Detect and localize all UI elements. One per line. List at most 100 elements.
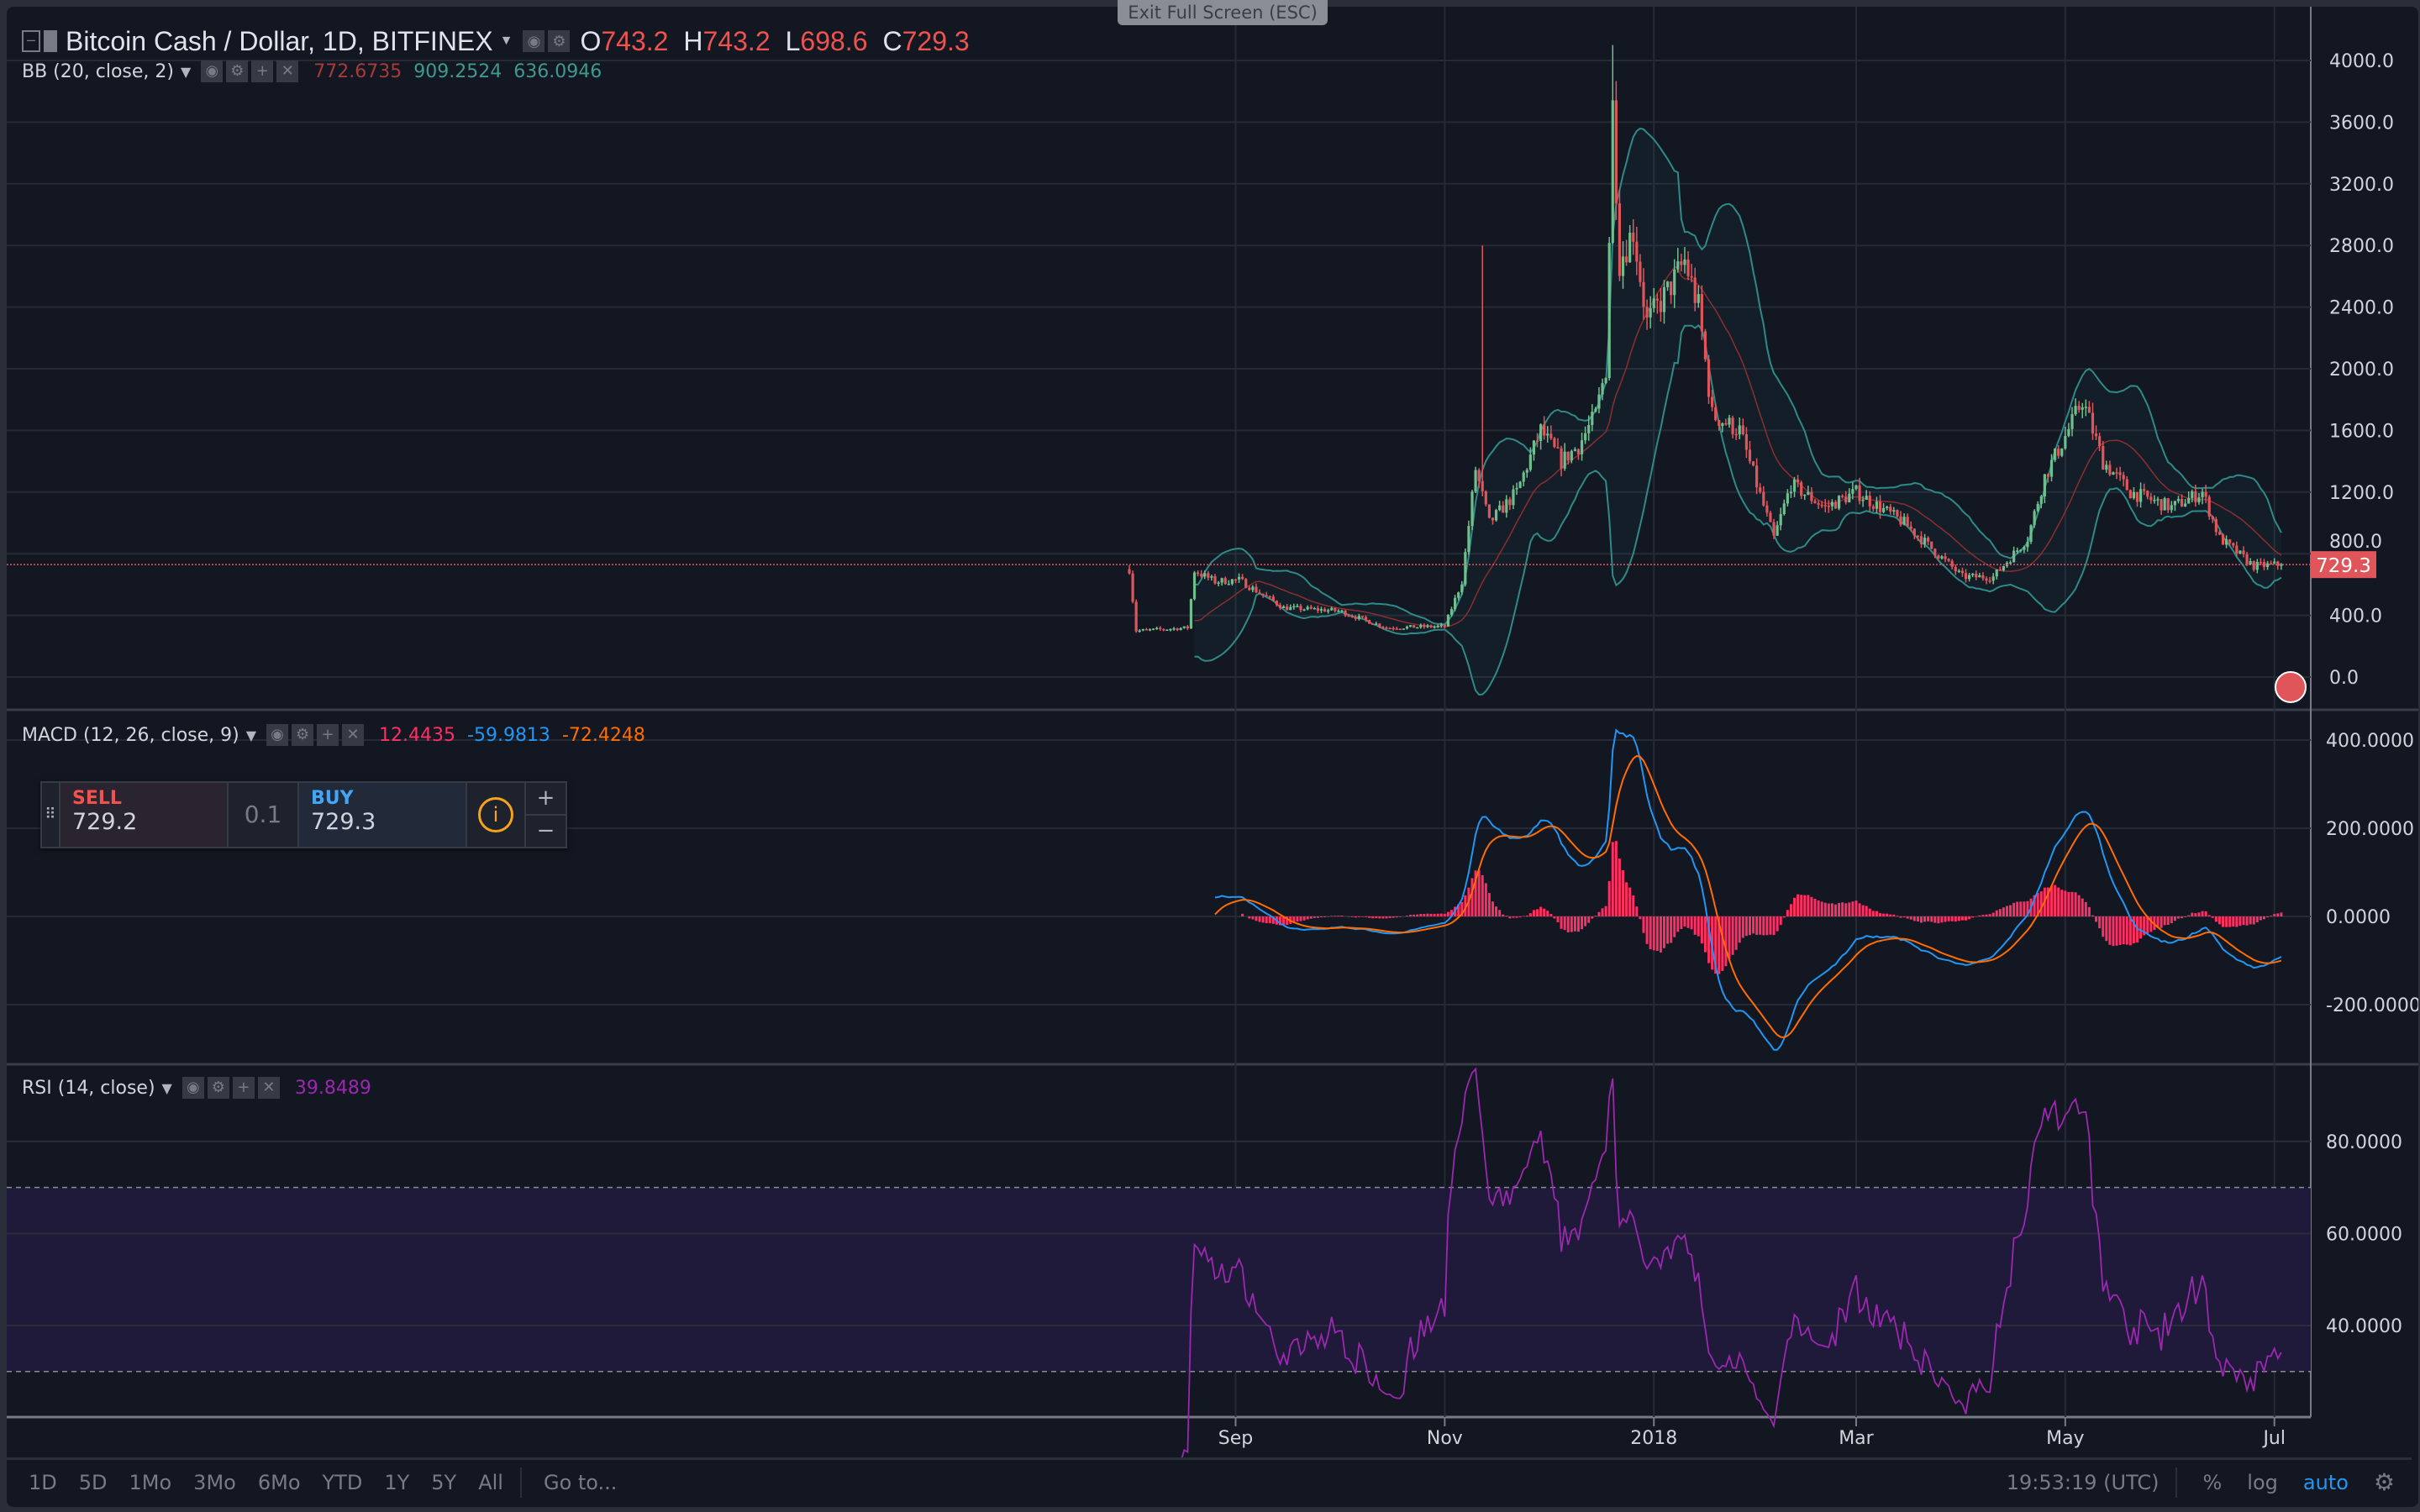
eye-icon[interactable]: ◉ — [266, 724, 289, 746]
macd-hist-bar — [1995, 910, 1998, 916]
candle — [2232, 543, 2235, 546]
macd-hist-bar — [1436, 913, 1439, 916]
chevron-down-icon[interactable]: ▼ — [180, 63, 192, 80]
macd-hist-bar — [2170, 916, 2173, 924]
candle — [1230, 579, 1234, 585]
macd-hist-bar — [1734, 916, 1738, 950]
goto-button[interactable]: Go to... — [543, 1470, 618, 1494]
rsi-legend: RSI (14, close) ▼ ◉ ⚙ + ✕ 39.8489 — [22, 1077, 371, 1099]
candle — [2242, 550, 2245, 554]
eye-icon[interactable]: ◉ — [182, 1077, 204, 1099]
gear-icon[interactable]: ⚙ — [226, 60, 249, 82]
chevron-down-icon[interactable]: ▼ — [161, 1079, 172, 1096]
plus-icon[interactable]: + — [232, 1077, 255, 1099]
decrease-quantity-button[interactable]: − — [536, 818, 555, 843]
candle — [1474, 470, 1477, 492]
info-button[interactable]: i — [467, 783, 526, 847]
close-icon[interactable]: ✕ — [276, 60, 299, 82]
eye-icon[interactable]: ◉ — [523, 30, 545, 52]
macd-hist-bar — [1563, 916, 1566, 931]
gear-icon[interactable]: ⚙ — [207, 1077, 229, 1099]
macd-hist-bar — [1515, 916, 1518, 918]
candle — [1968, 575, 1971, 580]
macd-hist-bar — [1844, 903, 1848, 916]
macd-label[interactable]: MACD (12, 26, close, 9) — [22, 724, 239, 746]
buy-price: 729.3 — [311, 809, 376, 835]
timeframe-all[interactable]: All — [478, 1470, 503, 1494]
close-icon[interactable]: ✕ — [257, 1077, 280, 1099]
candle — [1563, 451, 1566, 469]
macd-hist-bar — [1909, 916, 1912, 920]
candle — [1169, 628, 1172, 631]
macd-hist-bar — [2217, 916, 2221, 925]
clock[interactable]: 19:53:19 (UTC) — [2006, 1470, 2160, 1494]
candle — [1792, 479, 1797, 492]
rsi-tick-label: 40.0000 — [2326, 1316, 2402, 1337]
rsi-band — [7, 1187, 2311, 1372]
candle — [2023, 547, 2026, 550]
macd-hist-bar — [2181, 916, 2184, 919]
gear-icon[interactable]: ⚙ — [2373, 1468, 2395, 1496]
macd-hist-bar — [1597, 911, 1601, 916]
timeframe-1mo[interactable]: 1Mo — [129, 1470, 172, 1494]
candle — [1323, 609, 1327, 612]
timeframe-1d[interactable]: 1D — [29, 1470, 57, 1494]
chart-canvas[interactable]: Sep Nov 2018 Mar May Jul 0.0 400.0 800.0 1200.0 16… — [7, 7, 2418, 1460]
macd-hist-bar — [2262, 916, 2265, 920]
macd-hist-bar — [2273, 914, 2276, 916]
candle — [1197, 572, 1200, 575]
plus-icon[interactable]: + — [251, 60, 274, 82]
gear-icon[interactable]: ⚙ — [292, 724, 314, 746]
rsi-label[interactable]: RSI (14, close) — [22, 1077, 155, 1099]
candle — [1433, 626, 1436, 628]
candle — [2255, 562, 2259, 570]
sell-button[interactable]: SELL 729.2 — [60, 783, 229, 847]
candle — [1697, 294, 1700, 303]
increase-quantity-button[interactable]: + — [526, 783, 566, 816]
candle — [1282, 606, 1286, 608]
macd-hist-bar — [1622, 870, 1625, 916]
candle — [2036, 504, 2039, 512]
candle — [1844, 496, 1848, 503]
log-toggle[interactable]: log — [2247, 1470, 2278, 1494]
macd-hist-bar — [1841, 902, 1844, 916]
macd-hist-bar — [1426, 913, 1429, 916]
timeframe-1y[interactable]: 1Y — [384, 1470, 410, 1494]
close-icon[interactable]: ✕ — [342, 724, 365, 746]
timeframe-6mo[interactable]: 6Mo — [257, 1470, 301, 1494]
macd-hist-bar — [1875, 911, 1878, 916]
candle — [1947, 559, 1950, 561]
quantity-field[interactable]: 0.1 — [229, 783, 299, 847]
timeframe-3mo[interactable]: 3Mo — [193, 1470, 236, 1494]
collapse-icon[interactable]: – — [22, 30, 40, 52]
timeframe-5d[interactable]: 5D — [78, 1470, 108, 1494]
gear-icon[interactable]: ⚙ — [548, 30, 571, 52]
macd-hist-bar — [1279, 916, 1282, 926]
timeframe-ytd[interactable]: YTD — [322, 1470, 363, 1494]
macd-hist-bar — [2122, 916, 2125, 945]
open-label: O — [580, 26, 602, 56]
timeframe-5y[interactable]: 5Y — [431, 1470, 457, 1494]
eye-icon[interactable]: ◉ — [201, 60, 224, 82]
macd-hist-bar — [1724, 916, 1728, 967]
chevron-down-icon[interactable]: ▼ — [245, 727, 257, 743]
time-tick-label: Sep — [1218, 1428, 1253, 1449]
plus-icon[interactable]: + — [317, 724, 339, 746]
candle — [1278, 605, 1282, 608]
drag-handle-icon[interactable]: ⠿ — [42, 783, 60, 847]
candle — [2108, 465, 2112, 475]
macd-line — [1214, 728, 2282, 1051]
macd-hist-bar — [1676, 916, 1680, 932]
macd-hist-bar — [1261, 916, 1265, 923]
exit-fullscreen-button[interactable]: Exit Full Screen (ESC) — [1118, 0, 1328, 25]
macd-hist-bar — [1528, 913, 1532, 916]
chevron-down-icon[interactable]: ▼ — [499, 34, 513, 48]
auto-toggle[interactable]: auto — [2302, 1470, 2349, 1494]
buy-button[interactable]: BUY 729.3 — [299, 783, 467, 847]
symbol-title[interactable]: Bitcoin Cash / Dollar, 1D, BITFINEX — [66, 26, 493, 56]
macd-hist-bar — [1714, 916, 1718, 974]
candle — [1395, 628, 1398, 630]
candle — [1807, 491, 1810, 495]
bb-label[interactable]: BB (20, close, 2) — [22, 60, 174, 82]
percent-toggle[interactable]: % — [2202, 1470, 2223, 1494]
